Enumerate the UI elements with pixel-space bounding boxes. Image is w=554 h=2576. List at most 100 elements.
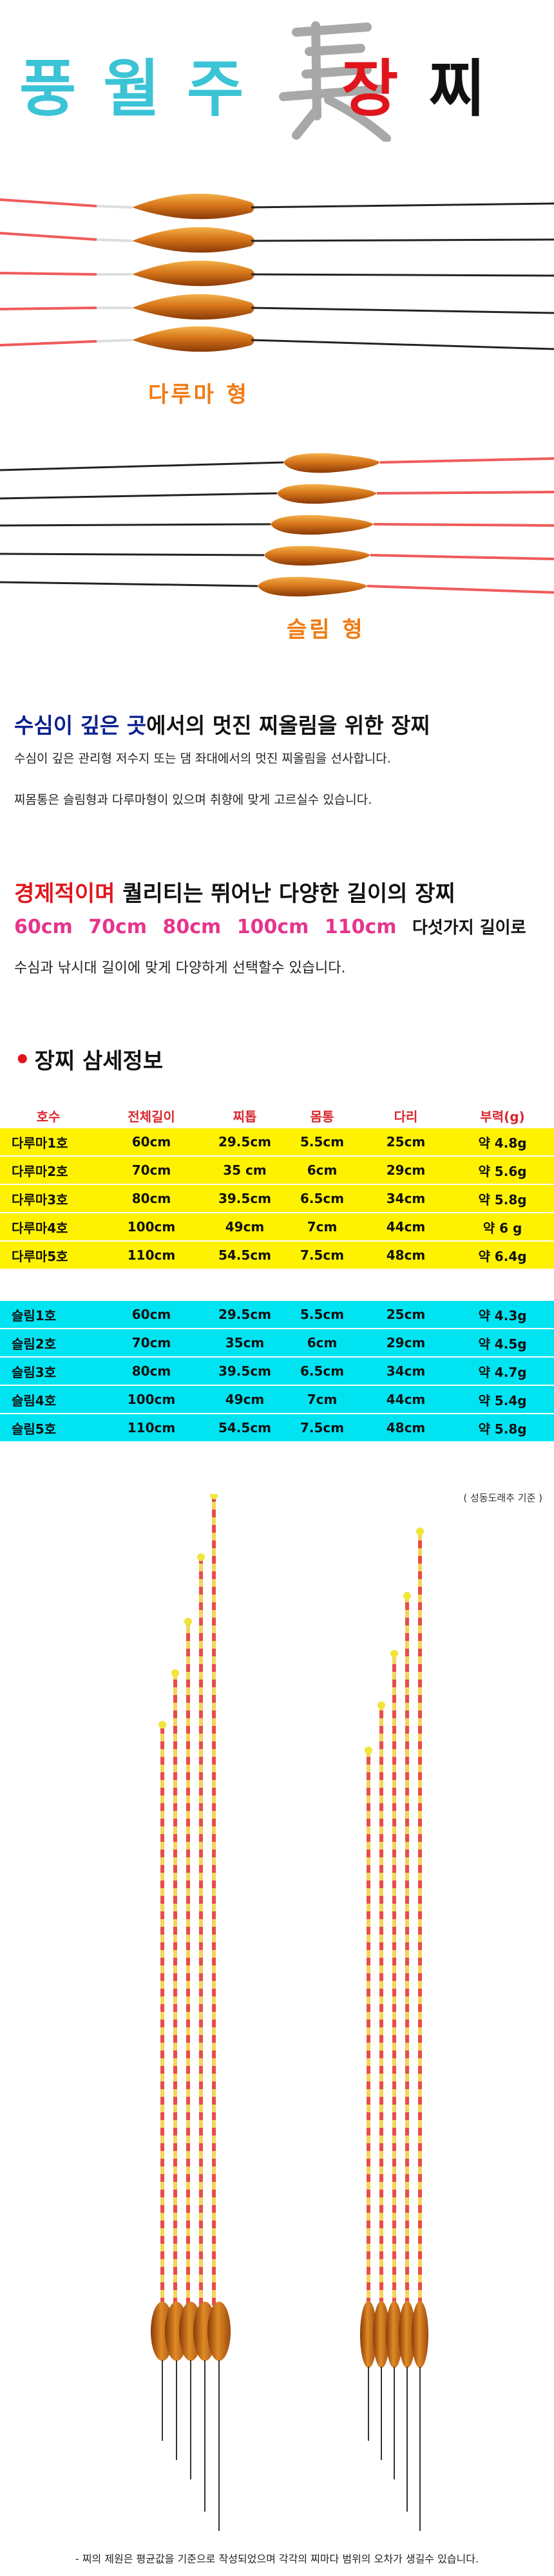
cell-top: 29.5cm xyxy=(206,1301,283,1329)
vertical-floats-image xyxy=(151,1494,428,2531)
title-char-1: 풍 xyxy=(19,53,78,125)
table-row: 슬림2호 70cm 35cm 6cm 29cm 약 4.5g xyxy=(0,1329,554,1358)
table-row: 다루마4호 100cm 49cm 7cm 44cm 약 6 g xyxy=(0,1213,554,1242)
slim-type-label: 슬림 형 xyxy=(287,617,365,643)
cell-leg: 25cm xyxy=(361,1128,451,1157)
calligraphy-jang-icon xyxy=(279,21,391,142)
cell-length: 60cm xyxy=(97,1128,206,1157)
table-row: 슬림3호 80cm 39.5cm 6.5cm 34cm 약 4.7g xyxy=(0,1357,554,1386)
table-header-row: 호수 전체길이 찌톱 몸통 다리 부력(g) xyxy=(0,1103,554,1128)
slim-floats-image xyxy=(0,453,554,597)
cell-leg: 44cm xyxy=(361,1213,451,1242)
daruma-floats-image xyxy=(0,193,554,352)
daruma-spec-table: 호수 전체길이 찌톱 몸통 다리 부력(g) 다루마1호 60cm 29.5cm 5.… xyxy=(0,1103,554,1270)
detail-title: • 장찌 삼세정보 xyxy=(14,1043,163,1075)
header-leg: 다리 xyxy=(361,1103,451,1128)
header-body: 몸통 xyxy=(283,1103,361,1128)
section2-line3: 수심과 낚시대 길이에 맞게 다양하게 선택할수 있습니다. xyxy=(14,960,346,976)
cell-length: 100cm xyxy=(97,1385,206,1414)
size-110: 110cm xyxy=(324,916,397,938)
size-60: 60cm xyxy=(14,916,73,938)
table-row: 슬림5호 110cm 54.5cm 7.5cm 48cm 약 5.8g xyxy=(0,1414,554,1443)
cell-length: 110cm xyxy=(97,1241,206,1270)
section1-heading-highlight: 수심이 깊은 곳 xyxy=(14,713,147,738)
cell-buoyancy: 약 4.5g xyxy=(451,1329,554,1358)
cell-length: 80cm xyxy=(97,1184,206,1213)
left-float-group xyxy=(151,1494,231,2531)
sizes-line: 60cm 70cm 80cm 100cm 110cm 다섯가지 길이로 xyxy=(14,914,526,938)
cell-buoyancy: 약 5.6g xyxy=(451,1156,554,1185)
title-banner: 풍 월 주 장 찌 xyxy=(0,0,554,142)
cell-length: 110cm xyxy=(97,1414,206,1443)
title-jji: 찌 xyxy=(428,53,487,125)
cell-top: 49cm xyxy=(206,1213,283,1242)
table-row: 다루마3호 80cm 39.5cm 6.5cm 34cm 약 5.8g xyxy=(0,1184,554,1213)
cell-model: 다루마1호 xyxy=(0,1128,97,1157)
section2-heading: 경제적이며 퀄리티는 뛰어난 다양한 길이의 장찌 xyxy=(14,876,455,907)
cell-buoyancy: 약 5.8g xyxy=(451,1184,554,1213)
cell-top: 49cm xyxy=(206,1385,283,1414)
header-top: 찌톱 xyxy=(206,1103,283,1128)
slim-spec-table: 슬림1호 60cm 29.5cm 5.5cm 25cm 약 4.3g 슬림2호 70cm 35… xyxy=(0,1301,554,1443)
cell-model: 다루마4호 xyxy=(0,1213,97,1242)
cell-length: 60cm xyxy=(97,1301,206,1329)
cell-model: 슬림2호 xyxy=(0,1329,97,1358)
cell-model: 다루마5호 xyxy=(0,1241,97,1270)
table-row: 슬림1호 60cm 29.5cm 5.5cm 25cm 약 4.3g xyxy=(0,1301,554,1329)
title-char-2: 월 xyxy=(103,53,162,125)
cell-length: 80cm xyxy=(97,1357,206,1386)
cell-body: 6.5cm xyxy=(283,1184,361,1213)
size-70: 70cm xyxy=(88,916,148,938)
cell-buoyancy: 약 6 g xyxy=(451,1213,554,1242)
cell-buoyancy: 약 4.7g xyxy=(451,1357,554,1386)
table-row: 다루마2호 70cm 35 cm 6cm 29cm 약 5.6g xyxy=(0,1156,554,1185)
section2-heading-highlight: 경제적이며 xyxy=(14,881,115,907)
cell-body: 7cm xyxy=(283,1213,361,1242)
cell-body: 5.5cm xyxy=(283,1301,361,1329)
cell-top: 35 cm xyxy=(206,1156,283,1185)
cell-leg: 44cm xyxy=(361,1385,451,1414)
cell-buoyancy: 약 4.3g xyxy=(451,1301,554,1329)
detail-title-text: 장찌 삼세정보 xyxy=(34,1048,164,1074)
footer-disclaimer: - 찌의 제원은 평균값을 기준으로 작성되었으며 각각의 찌마다 범위의 오차… xyxy=(75,2553,479,2565)
cell-leg: 34cm xyxy=(361,1184,451,1213)
section1-line2: 찌몸통은 슬림형과 다루마형이 있으며 취향에 맞게 고르실수 있습니다. xyxy=(14,793,372,807)
right-float-group xyxy=(360,1528,428,2531)
header-model: 호수 xyxy=(0,1103,97,1128)
section1-heading: 수심이 깊은 곳에서의 멋진 찌올림을 위한 장찌 xyxy=(14,708,430,739)
cell-top: 39.5cm xyxy=(206,1357,283,1386)
cell-leg: 25cm xyxy=(361,1301,451,1329)
size-100: 100cm xyxy=(236,916,309,938)
cell-leg: 48cm xyxy=(361,1241,451,1270)
cell-buoyancy: 약 6.4g xyxy=(451,1241,554,1270)
cell-leg: 29cm xyxy=(361,1329,451,1358)
cell-top: 54.5cm xyxy=(206,1241,283,1270)
cell-buoyancy: 약 4.8g xyxy=(451,1128,554,1157)
sizes-rest: 다섯가지 길이로 xyxy=(412,918,526,938)
cell-buoyancy: 약 5.8g xyxy=(451,1414,554,1443)
cell-length: 70cm xyxy=(97,1156,206,1185)
cell-model: 다루마3호 xyxy=(0,1184,97,1213)
cell-length: 70cm xyxy=(97,1329,206,1358)
cell-top: 35cm xyxy=(206,1329,283,1358)
header-total-length: 전체길이 xyxy=(97,1103,206,1128)
title-jang: 장 xyxy=(341,53,400,125)
cell-buoyancy: 약 5.4g xyxy=(451,1385,554,1414)
size-80: 80cm xyxy=(162,916,222,938)
cell-length: 100cm xyxy=(97,1213,206,1242)
table-row: 슬림4호 100cm 49cm 7cm 44cm 약 5.4g xyxy=(0,1385,554,1414)
cell-top: 29.5cm xyxy=(206,1128,283,1157)
bullet-dot-icon: • xyxy=(14,1045,31,1075)
section1-heading-rest: 에서의 멋진 찌올림을 위한 장찌 xyxy=(146,713,430,738)
cell-body: 7.5cm xyxy=(283,1241,361,1270)
cell-model: 다루마2호 xyxy=(0,1156,97,1185)
cell-leg: 29cm xyxy=(361,1156,451,1185)
cell-body: 7cm xyxy=(283,1385,361,1414)
section2-heading-rest: 퀄리티는 뛰어난 다양한 길이의 장찌 xyxy=(115,881,455,907)
cell-leg: 34cm xyxy=(361,1357,451,1386)
cell-body: 7.5cm xyxy=(283,1414,361,1443)
section1-line1: 수심이 깊은 관리형 저수지 또는 댐 좌대에서의 멋진 찌올림을 선사합니다. xyxy=(14,752,391,766)
cell-model: 슬림5호 xyxy=(0,1414,97,1443)
cell-model: 슬림3호 xyxy=(0,1357,97,1386)
daruma-type-label: 다루마 형 xyxy=(148,382,249,408)
